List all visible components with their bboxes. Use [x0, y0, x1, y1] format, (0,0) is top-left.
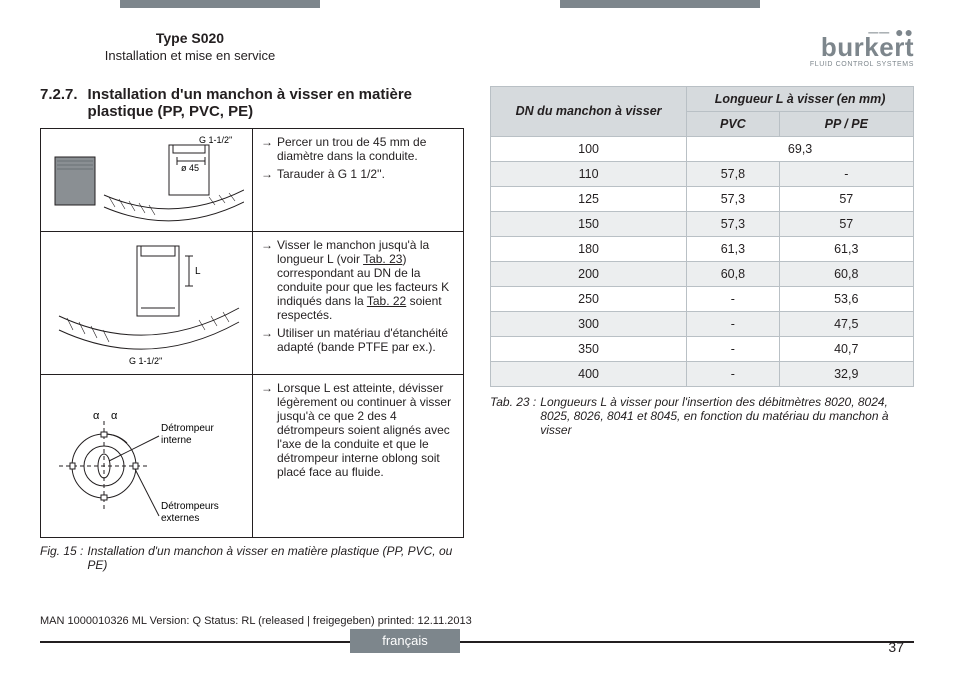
brand-tagline: FLUID CONTROL SYSTEMS — [810, 61, 914, 68]
cell-dn: 300 — [491, 311, 687, 336]
diagram-1-svg: G 1-1/2'' ø 45 — [49, 135, 244, 225]
table-label: Tab. 23 : — [490, 395, 536, 437]
table-row: 15057,357 — [491, 211, 914, 236]
table-row: 350-40,7 — [491, 336, 914, 361]
figure-text: Installation d'un manchon à visser en ma… — [87, 544, 464, 572]
cell-dn: 180 — [491, 236, 687, 261]
cell-dn: 200 — [491, 261, 687, 286]
table-row: 250-53,6 — [491, 286, 914, 311]
doc-type: Type S020 — [40, 30, 340, 46]
cell-dn: 100 — [491, 136, 687, 161]
cell-pvc: 60,8 — [687, 261, 779, 286]
cell-dn: 150 — [491, 211, 687, 236]
step-text: Lorsque L est atteinte, dévisser légèrem… — [277, 381, 455, 479]
table-row: 400-32,9 — [491, 361, 914, 386]
table-row: 12557,357 — [491, 186, 914, 211]
cell-pp: 47,5 — [779, 311, 913, 336]
footer-divider — [0, 641, 954, 643]
label-internal-keying: Détrompeur interne — [161, 423, 217, 446]
cell-pvc: - — [687, 311, 779, 336]
cell-dn: 400 — [491, 361, 687, 386]
brand-logo: ── ●● burkert FLUID CONTROL SYSTEMS — [810, 30, 914, 68]
table-row: 10069,3 — [491, 136, 914, 161]
step-text: Utiliser un matériau d'étanchéité adapté… — [277, 326, 455, 354]
page-number: 37 — [888, 639, 904, 655]
diagram-cell-3: α α Détrompeur inte — [41, 374, 253, 537]
arrow-icon: → — [261, 326, 273, 354]
cell-dn: 125 — [491, 186, 687, 211]
step-text: Tarauder à G 1 1/2''. — [277, 167, 385, 181]
arrow-icon: → — [261, 238, 273, 322]
steps-cell-1: →Percer un trou de 45 mm de diamètre dan… — [253, 128, 464, 231]
diagram1-diameter-label: ø 45 — [181, 163, 199, 173]
th-pvc: PVC — [687, 111, 779, 136]
steps-cell-3: →Lorsque L est atteinte, dévisser légère… — [253, 374, 464, 537]
step-text: Visser le manchon jusqu'à la longueur L … — [277, 238, 455, 322]
diagram2-thread-label: G 1-1/2'' — [129, 356, 163, 366]
diagram-3-svg: α α Détrompeur inte — [49, 381, 244, 531]
arrow-icon: → — [261, 167, 273, 181]
installation-table: G 1-1/2'' ø 45 →Percer un trou de 45 mm … — [40, 128, 464, 538]
diagram-cell-2: L G 1-1/2'' — [41, 231, 253, 374]
steps-cell-2: → Visser le manchon jusqu'à la longueur … — [253, 231, 464, 374]
cell-pvc: - — [687, 336, 779, 361]
table-row: 11057,8- — [491, 161, 914, 186]
cell-pp: 61,3 — [779, 236, 913, 261]
table-caption: Tab. 23 : Longueurs L à visser pour l'in… — [490, 395, 914, 437]
decorative-bar-right — [560, 0, 760, 8]
dn-length-table: DN du manchon à visser Longueur L à viss… — [490, 86, 914, 387]
alpha-label-2: α — [111, 410, 118, 422]
cell-pvc: - — [687, 286, 779, 311]
cell-length-merged: 69,3 — [687, 136, 914, 161]
doc-subtitle: Installation et mise en service — [40, 48, 340, 63]
cell-pp: 40,7 — [779, 336, 913, 361]
cell-pvc: 57,3 — [687, 211, 779, 236]
cell-pvc: 57,8 — [687, 161, 779, 186]
table-caption-text: Longueurs L à visser pour l'insertion de… — [540, 395, 914, 437]
cell-pp: 53,6 — [779, 286, 913, 311]
figure-label: Fig. 15 : — [40, 544, 83, 572]
footer-meta: MAN 1000010326 ML Version: Q Status: RL … — [40, 615, 472, 627]
brand-name: burkert — [810, 36, 914, 59]
cell-pp: 57 — [779, 211, 913, 236]
label-external-keying: Détrompeurs externes — [161, 501, 222, 524]
cell-pvc: - — [687, 361, 779, 386]
section-heading: 7.2.7. Installation d'un manchon à visse… — [40, 86, 464, 120]
cell-pvc: 61,3 — [687, 236, 779, 261]
language-tab: français — [350, 629, 460, 653]
cell-dn: 110 — [491, 161, 687, 186]
cell-pp: 60,8 — [779, 261, 913, 286]
table-row: 18061,361,3 — [491, 236, 914, 261]
table-row: 20060,860,8 — [491, 261, 914, 286]
cell-pp: 32,9 — [779, 361, 913, 386]
cell-pp: 57 — [779, 186, 913, 211]
link-tab22[interactable]: Tab. 22 — [367, 294, 406, 308]
decorative-bar-left — [120, 0, 320, 8]
section-title: Installation d'un manchon à visser en ma… — [88, 86, 464, 120]
diagram-2-svg: L G 1-1/2'' — [49, 238, 244, 368]
figure-caption: Fig. 15 : Installation d'un manchon à vi… — [40, 544, 464, 572]
th-length: Longueur L à visser (en mm) — [687, 86, 914, 111]
header-text-block: Type S020 Installation et mise en servic… — [40, 30, 340, 63]
table-row: 300-47,5 — [491, 311, 914, 336]
cell-pvc: 57,3 — [687, 186, 779, 211]
diagram-cell-1: G 1-1/2'' ø 45 — [41, 128, 253, 231]
section-number: 7.2.7. — [40, 86, 78, 120]
diagram2-length-label: L — [195, 266, 201, 277]
cell-dn: 350 — [491, 336, 687, 361]
alpha-label-1: α — [93, 410, 100, 422]
arrow-icon: → — [261, 381, 273, 479]
th-pp: PP / PE — [779, 111, 913, 136]
cell-pp: - — [779, 161, 913, 186]
link-tab23[interactable]: Tab. 23 — [363, 252, 402, 266]
arrow-icon: → — [261, 135, 273, 163]
step-text: Percer un trou de 45 mm de diamètre dans… — [277, 135, 455, 163]
cell-dn: 250 — [491, 286, 687, 311]
diagram1-thread-label: G 1-1/2'' — [199, 135, 233, 145]
th-dn: DN du manchon à visser — [491, 86, 687, 136]
